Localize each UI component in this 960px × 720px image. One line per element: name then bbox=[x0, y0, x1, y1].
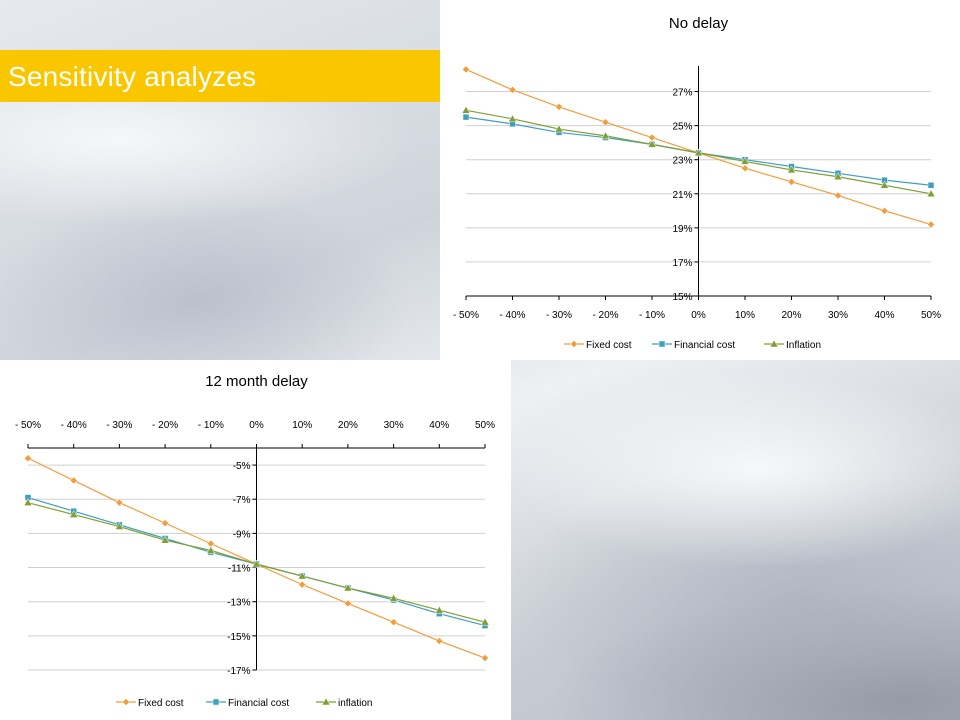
x-tick-label: - 40% bbox=[61, 420, 87, 431]
data-point bbox=[601, 118, 610, 127]
x-tick-label: - 20% bbox=[592, 310, 618, 321]
x-tick-label: - 40% bbox=[499, 310, 525, 321]
y-tick-label: -5% bbox=[233, 461, 251, 472]
y-tick-label: 27% bbox=[672, 88, 692, 99]
data-point bbox=[24, 454, 32, 463]
data-point bbox=[462, 113, 470, 121]
x-tick-label: 50% bbox=[921, 310, 941, 321]
data-point bbox=[555, 103, 563, 111]
data-point bbox=[114, 522, 124, 530]
chart-12-month-delay-svg: 12 month delay -5% -7% -9% -11% -13% -15% -17% -… bbox=[15, 373, 495, 709]
data-point bbox=[927, 220, 935, 229]
data-point bbox=[880, 206, 889, 215]
data-point bbox=[206, 545, 216, 554]
data-point bbox=[926, 189, 936, 198]
data-point bbox=[69, 476, 78, 485]
data-point bbox=[434, 605, 444, 614]
x-tick-label: 10% bbox=[292, 420, 312, 431]
legend-marker bbox=[212, 698, 220, 706]
x-tick-label: 30% bbox=[384, 420, 404, 431]
y-tick-label: 17% bbox=[672, 258, 692, 269]
x-tick-label: - 30% bbox=[546, 310, 572, 321]
x-tick-label: - 10% bbox=[198, 420, 224, 431]
x-tick-label: - 50% bbox=[453, 310, 479, 321]
legend-label: Financial cost bbox=[228, 698, 289, 709]
y-tick-label: 15% bbox=[672, 292, 692, 303]
data-point bbox=[834, 191, 842, 200]
data-point bbox=[161, 519, 169, 527]
chart-no-delay: No delay 15% 17% 19% 21% 23% 25% 27% - 50% - 40% -… bbox=[440, 0, 960, 360]
legend-label: Financial cost bbox=[674, 340, 735, 351]
data-point bbox=[833, 172, 843, 180]
chart-no-delay-svg: No delay 15% 17% 19% 21% 23% 25% 27% - 50% - 40% -… bbox=[453, 15, 941, 351]
y-tick-label: 21% bbox=[672, 190, 692, 201]
x-tick-label: 0% bbox=[691, 310, 706, 321]
x-tick-label: - 30% bbox=[106, 420, 132, 431]
legend-marker bbox=[321, 697, 331, 706]
x-tick-label: - 10% bbox=[639, 310, 665, 321]
legend-label: Inflation bbox=[786, 340, 821, 351]
data-point bbox=[298, 580, 307, 589]
y-tick-label: -11% bbox=[228, 564, 251, 575]
x-tick-label: 20% bbox=[338, 420, 358, 431]
data-point bbox=[508, 114, 517, 123]
data-point bbox=[160, 535, 170, 544]
chart-title: No delay bbox=[669, 15, 729, 32]
y-tick-label: 19% bbox=[672, 224, 692, 235]
legend-label: inflation bbox=[338, 698, 372, 709]
y-tick-label: -9% bbox=[233, 529, 251, 540]
y-tick-label: -13% bbox=[227, 598, 250, 609]
data-point bbox=[554, 124, 564, 133]
chart-title: 12 month delay bbox=[205, 373, 308, 390]
data-point bbox=[389, 593, 399, 602]
legend-marker bbox=[570, 340, 578, 348]
x-tick-label: 10% bbox=[735, 310, 755, 321]
data-point bbox=[343, 583, 353, 592]
legend-label: Fixed cost bbox=[586, 340, 632, 351]
data-point bbox=[880, 180, 889, 189]
data-point bbox=[115, 498, 124, 507]
y-tick-label: 23% bbox=[672, 156, 692, 167]
y-tick-label: -15% bbox=[227, 632, 250, 643]
data-point bbox=[69, 510, 79, 518]
x-tick-label: 20% bbox=[781, 310, 801, 321]
x-tick-label: - 20% bbox=[152, 420, 178, 431]
legend-marker bbox=[769, 339, 779, 348]
data-point bbox=[927, 182, 935, 189]
x-tick-label: 50% bbox=[475, 420, 495, 431]
y-tick-label: 25% bbox=[672, 122, 692, 133]
data-point bbox=[461, 105, 471, 114]
legend-marker bbox=[658, 340, 666, 348]
data-point bbox=[647, 139, 657, 148]
data-point bbox=[344, 599, 352, 608]
data-point bbox=[741, 164, 749, 173]
data-point bbox=[297, 571, 307, 580]
data-point bbox=[601, 131, 610, 140]
x-tick-label: 30% bbox=[828, 310, 848, 321]
data-point bbox=[435, 637, 444, 645]
y-tick-label: -7% bbox=[233, 495, 251, 506]
data-point bbox=[694, 148, 703, 157]
x-tick-label: - 50% bbox=[15, 420, 41, 431]
legend-marker bbox=[122, 698, 130, 706]
x-tick-label: 40% bbox=[429, 420, 449, 431]
data-point bbox=[508, 85, 517, 94]
data-point bbox=[740, 156, 750, 165]
data-point bbox=[481, 654, 489, 662]
data-point bbox=[787, 177, 796, 186]
data-point bbox=[23, 498, 33, 506]
data-point bbox=[252, 559, 261, 568]
data-point bbox=[480, 617, 490, 626]
x-tick-label: 0% bbox=[249, 420, 264, 431]
data-point bbox=[462, 65, 470, 74]
chart-12-month-delay: 12 month delay -5% -7% -9% -11% -13% -15% -17% -… bbox=[0, 360, 511, 720]
data-point bbox=[787, 165, 796, 174]
x-tick-label: 40% bbox=[874, 310, 894, 321]
data-point bbox=[389, 618, 398, 627]
y-tick-label: -17% bbox=[227, 666, 250, 677]
slide-title: Sensitivity analyzes bbox=[8, 61, 257, 92]
legend-label: Fixed cost bbox=[138, 698, 184, 709]
